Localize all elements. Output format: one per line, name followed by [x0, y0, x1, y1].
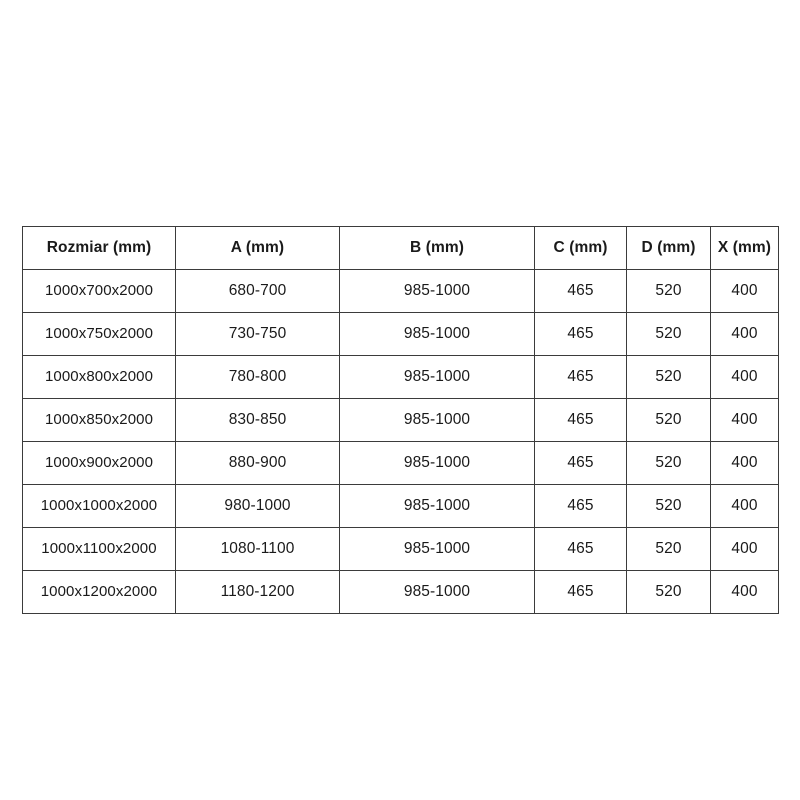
- cell-b: 985-1000: [339, 398, 535, 442]
- cell-b: 985-1000: [339, 269, 535, 313]
- cell-c: 465: [534, 527, 627, 571]
- cell-a: 1180-1200: [175, 570, 340, 614]
- cell-c: 465: [534, 441, 627, 485]
- cell-x: 400: [710, 312, 779, 356]
- cell-a: 830-850: [175, 398, 340, 442]
- cell-x: 400: [710, 441, 779, 485]
- table-row: 1000x800x2000 780-800 985-1000 465 520 4…: [22, 355, 779, 399]
- cell-a: 880-900: [175, 441, 340, 485]
- cell-size: 1000x1000x2000: [22, 484, 176, 528]
- cell-b: 985-1000: [339, 570, 535, 614]
- cell-a: 980-1000: [175, 484, 340, 528]
- cell-b: 985-1000: [339, 527, 535, 571]
- dimensions-table-container: Rozmiar (mm) A (mm) B (mm) C (mm) D (mm)…: [22, 226, 779, 614]
- cell-d: 520: [626, 398, 711, 442]
- cell-b: 985-1000: [339, 312, 535, 356]
- cell-size: 1000x750x2000: [22, 312, 176, 356]
- column-header-x: X (mm): [710, 226, 779, 270]
- table-header: Rozmiar (mm) A (mm) B (mm) C (mm) D (mm)…: [22, 226, 779, 270]
- cell-d: 520: [626, 484, 711, 528]
- cell-d: 520: [626, 570, 711, 614]
- cell-a: 1080-1100: [175, 527, 340, 571]
- cell-x: 400: [710, 527, 779, 571]
- table-header-row: Rozmiar (mm) A (mm) B (mm) C (mm) D (mm)…: [22, 226, 779, 270]
- table-row: 1000x750x2000 730-750 985-1000 465 520 4…: [22, 312, 779, 356]
- cell-size: 1000x1200x2000: [22, 570, 176, 614]
- cell-c: 465: [534, 570, 627, 614]
- table-row: 1000x1100x2000 1080-1100 985-1000 465 52…: [22, 527, 779, 571]
- dimensions-table: Rozmiar (mm) A (mm) B (mm) C (mm) D (mm)…: [22, 226, 779, 614]
- cell-c: 465: [534, 312, 627, 356]
- cell-a: 730-750: [175, 312, 340, 356]
- table-row: 1000x1200x2000 1180-1200 985-1000 465 52…: [22, 570, 779, 614]
- cell-b: 985-1000: [339, 484, 535, 528]
- cell-d: 520: [626, 312, 711, 356]
- cell-x: 400: [710, 398, 779, 442]
- cell-a: 780-800: [175, 355, 340, 399]
- cell-d: 520: [626, 269, 711, 313]
- column-header-c: C (mm): [534, 226, 627, 270]
- column-header-d: D (mm): [626, 226, 711, 270]
- cell-d: 520: [626, 441, 711, 485]
- cell-c: 465: [534, 355, 627, 399]
- cell-x: 400: [710, 484, 779, 528]
- cell-size: 1000x700x2000: [22, 269, 176, 313]
- cell-a: 680-700: [175, 269, 340, 313]
- cell-x: 400: [710, 269, 779, 313]
- cell-c: 465: [534, 269, 627, 313]
- cell-c: 465: [534, 398, 627, 442]
- table-row: 1000x700x2000 680-700 985-1000 465 520 4…: [22, 269, 779, 313]
- cell-c: 465: [534, 484, 627, 528]
- table-row: 1000x900x2000 880-900 985-1000 465 520 4…: [22, 441, 779, 485]
- cell-size: 1000x900x2000: [22, 441, 176, 485]
- table-row: 1000x850x2000 830-850 985-1000 465 520 4…: [22, 398, 779, 442]
- column-header-size: Rozmiar (mm): [22, 226, 176, 270]
- cell-x: 400: [710, 355, 779, 399]
- cell-size: 1000x800x2000: [22, 355, 176, 399]
- cell-x: 400: [710, 570, 779, 614]
- cell-d: 520: [626, 527, 711, 571]
- column-header-a: A (mm): [175, 226, 340, 270]
- cell-d: 520: [626, 355, 711, 399]
- cell-b: 985-1000: [339, 355, 535, 399]
- column-header-b: B (mm): [339, 226, 535, 270]
- table-body: 1000x700x2000 680-700 985-1000 465 520 4…: [22, 269, 779, 614]
- cell-b: 985-1000: [339, 441, 535, 485]
- cell-size: 1000x1100x2000: [22, 527, 176, 571]
- cell-size: 1000x850x2000: [22, 398, 176, 442]
- table-row: 1000x1000x2000 980-1000 985-1000 465 520…: [22, 484, 779, 528]
